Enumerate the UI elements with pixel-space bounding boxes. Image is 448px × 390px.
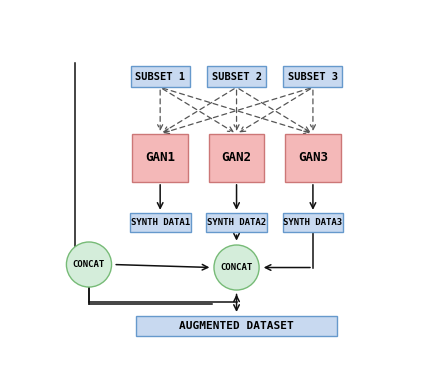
- Text: SYNTH DATA3: SYNTH DATA3: [284, 218, 342, 227]
- Text: GAN3: GAN3: [298, 151, 328, 165]
- FancyBboxPatch shape: [206, 213, 267, 232]
- Text: CONCAT: CONCAT: [220, 263, 253, 272]
- Text: SUBSET 3: SUBSET 3: [288, 72, 338, 82]
- Text: SUBSET 1: SUBSET 1: [135, 72, 185, 82]
- FancyBboxPatch shape: [133, 134, 188, 182]
- Text: AUGMENTED DATASET: AUGMENTED DATASET: [179, 321, 294, 331]
- FancyBboxPatch shape: [283, 213, 343, 232]
- FancyBboxPatch shape: [130, 213, 190, 232]
- FancyBboxPatch shape: [209, 134, 264, 182]
- Text: SUBSET 2: SUBSET 2: [211, 72, 262, 82]
- Text: SYNTH DATA1: SYNTH DATA1: [131, 218, 190, 227]
- FancyBboxPatch shape: [284, 66, 342, 87]
- FancyBboxPatch shape: [136, 316, 337, 336]
- Ellipse shape: [214, 245, 259, 290]
- Ellipse shape: [66, 242, 112, 287]
- FancyBboxPatch shape: [131, 66, 190, 87]
- FancyBboxPatch shape: [207, 66, 266, 87]
- Text: GAN2: GAN2: [222, 151, 251, 165]
- Text: GAN1: GAN1: [145, 151, 175, 165]
- Text: SYNTH DATA2: SYNTH DATA2: [207, 218, 266, 227]
- Text: CONCAT: CONCAT: [73, 260, 105, 269]
- FancyBboxPatch shape: [285, 134, 341, 182]
